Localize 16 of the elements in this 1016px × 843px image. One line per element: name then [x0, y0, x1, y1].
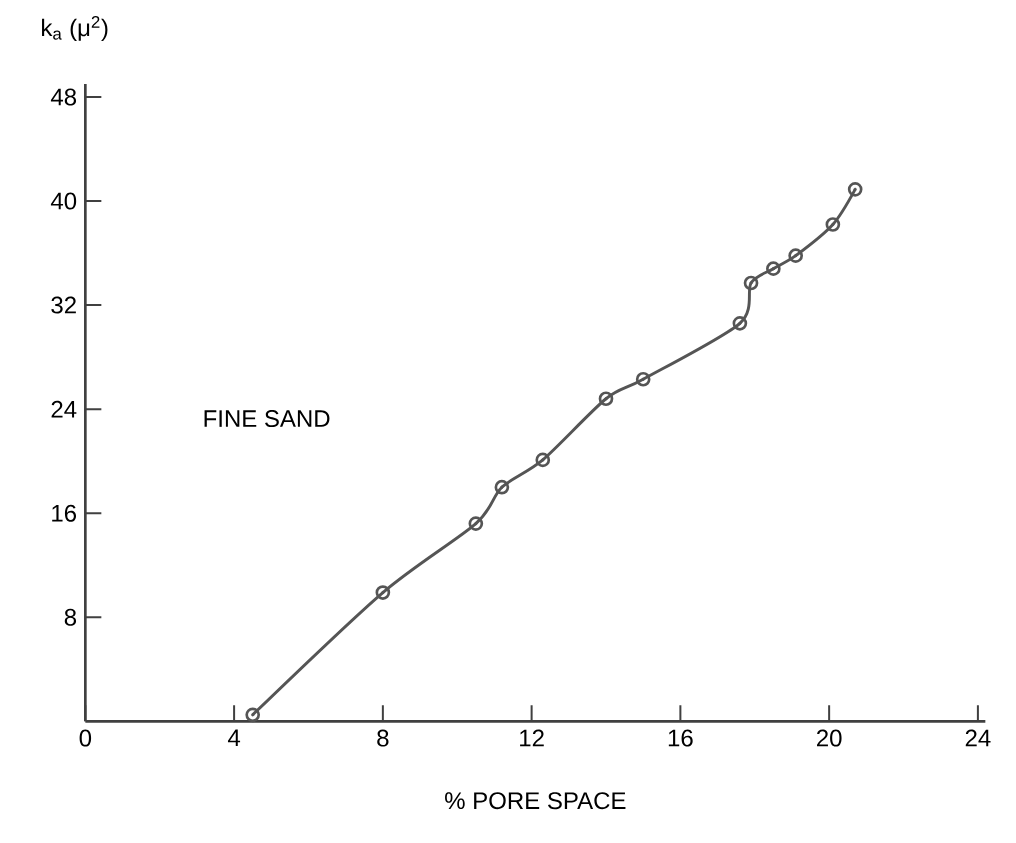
x-tick-label: 0 [79, 729, 92, 747]
x-tick-label: 8 [377, 729, 389, 747]
y-axis-title: k$_{a}$ (μ$^{2}$) [42, 16, 108, 42]
y-tick-label: 40 [50, 192, 77, 210]
x-tick-label: 12 [520, 729, 544, 747]
x-tick-label: 16 [668, 729, 693, 747]
x-axis-title: % PORE SPACE [445, 792, 626, 810]
x-tick-label: 4 [227, 729, 241, 747]
y-tick-label: 32 [51, 296, 76, 314]
x-tick-label: 24 [965, 729, 991, 747]
y-tick-label: 8 [64, 608, 77, 626]
y-tick-label: 48 [50, 88, 77, 106]
x-tick-label: 20 [817, 729, 842, 747]
annotation: FINE SAND [204, 410, 330, 428]
y-tick-label: 24 [51, 400, 77, 418]
y-tick-label: 16 [52, 504, 77, 522]
